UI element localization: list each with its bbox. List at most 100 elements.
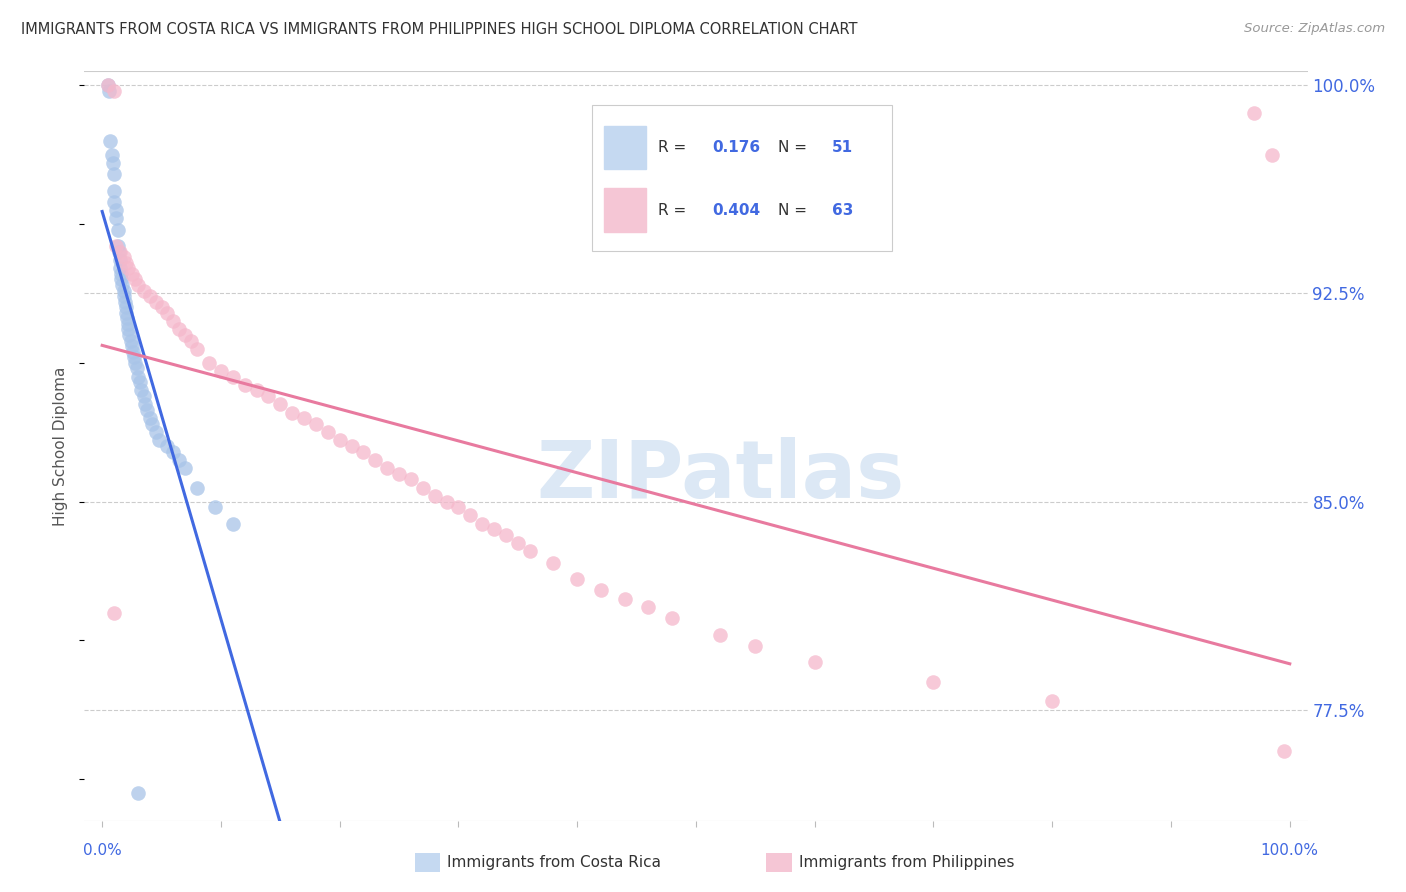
Point [136, 403, 159, 417]
Point [423, 489, 446, 503]
Point [127, 786, 149, 800]
Point [107, 239, 129, 253]
Point [495, 528, 517, 542]
Point [186, 342, 208, 356]
Point [803, 656, 825, 670]
Point [112, 250, 135, 264]
Point [115, 300, 138, 314]
Point [103, 84, 125, 98]
Point [471, 516, 494, 531]
Point [105, 203, 128, 218]
Point [127, 278, 149, 293]
Point [118, 328, 141, 343]
Point [1272, 744, 1295, 758]
Point [156, 306, 179, 320]
Point [103, 167, 125, 181]
Point [131, 384, 153, 398]
Point [148, 434, 170, 448]
Point [436, 494, 458, 508]
Text: ZIPatlas: ZIPatlas [536, 437, 904, 515]
Point [124, 272, 146, 286]
Text: 0.0%: 0.0% [83, 843, 121, 858]
Point [100, 147, 122, 161]
Point [364, 453, 387, 467]
Point [613, 591, 636, 606]
Point [162, 314, 184, 328]
Point [460, 508, 482, 523]
Point [112, 289, 135, 303]
Point [121, 339, 143, 353]
Point [543, 556, 565, 570]
Point [132, 284, 155, 298]
Text: IMMIGRANTS FROM COSTA RICA VS IMMIGRANTS FROM PHILIPPINES HIGH SCHOOL DIPLOMA CO: IMMIGRANTS FROM COSTA RICA VS IMMIGRANTS… [21, 22, 858, 37]
Point [145, 294, 167, 309]
Point [169, 453, 191, 467]
Point [114, 294, 136, 309]
Point [150, 300, 173, 314]
Point [103, 184, 125, 198]
Point [107, 244, 129, 259]
Point [233, 378, 256, 392]
Point [1261, 147, 1284, 161]
Point [98, 84, 121, 98]
Point [1243, 106, 1265, 120]
Point [115, 306, 138, 320]
Point [101, 156, 124, 170]
Point [329, 434, 352, 448]
Point [589, 583, 612, 598]
Point [122, 350, 145, 364]
Point [1040, 694, 1063, 708]
Point [111, 278, 134, 293]
Point [222, 516, 245, 531]
Point [103, 606, 125, 620]
Point [222, 369, 245, 384]
Point [257, 389, 280, 403]
Point [122, 344, 145, 359]
Point [108, 244, 131, 259]
Point [117, 322, 139, 336]
Point [145, 425, 167, 439]
Point [100, 134, 122, 148]
Point [269, 397, 291, 411]
Point [204, 500, 226, 514]
Text: Immigrants from Costa Rica: Immigrants from Costa Rica [447, 855, 661, 870]
Point [103, 194, 125, 209]
Point [110, 272, 132, 286]
Point [198, 356, 221, 370]
Point [115, 311, 138, 326]
Point [112, 284, 135, 298]
Point [744, 639, 766, 653]
Point [567, 572, 589, 586]
Point [115, 256, 138, 270]
Point [375, 461, 398, 475]
Point [661, 611, 683, 625]
Point [352, 444, 374, 458]
Point [169, 322, 191, 336]
Point [120, 334, 142, 348]
Point [174, 461, 197, 475]
Point [117, 317, 139, 331]
Point [180, 334, 202, 348]
Point [519, 544, 541, 558]
Point [141, 417, 163, 431]
Point [129, 375, 152, 389]
Point [134, 397, 156, 411]
Point [121, 267, 143, 281]
Point [482, 522, 505, 536]
Point [125, 361, 148, 376]
Point [922, 674, 945, 689]
Point [117, 261, 139, 276]
Point [124, 356, 146, 370]
Text: Source: ZipAtlas.com: Source: ZipAtlas.com [1244, 22, 1385, 36]
Point [245, 384, 267, 398]
Point [709, 628, 731, 642]
Point [388, 467, 411, 481]
Point [506, 536, 529, 550]
Point [108, 253, 131, 268]
Point [105, 211, 128, 226]
Point [108, 261, 131, 276]
Point [97, 78, 120, 93]
Point [138, 411, 160, 425]
Point [138, 289, 160, 303]
Point [105, 239, 128, 253]
